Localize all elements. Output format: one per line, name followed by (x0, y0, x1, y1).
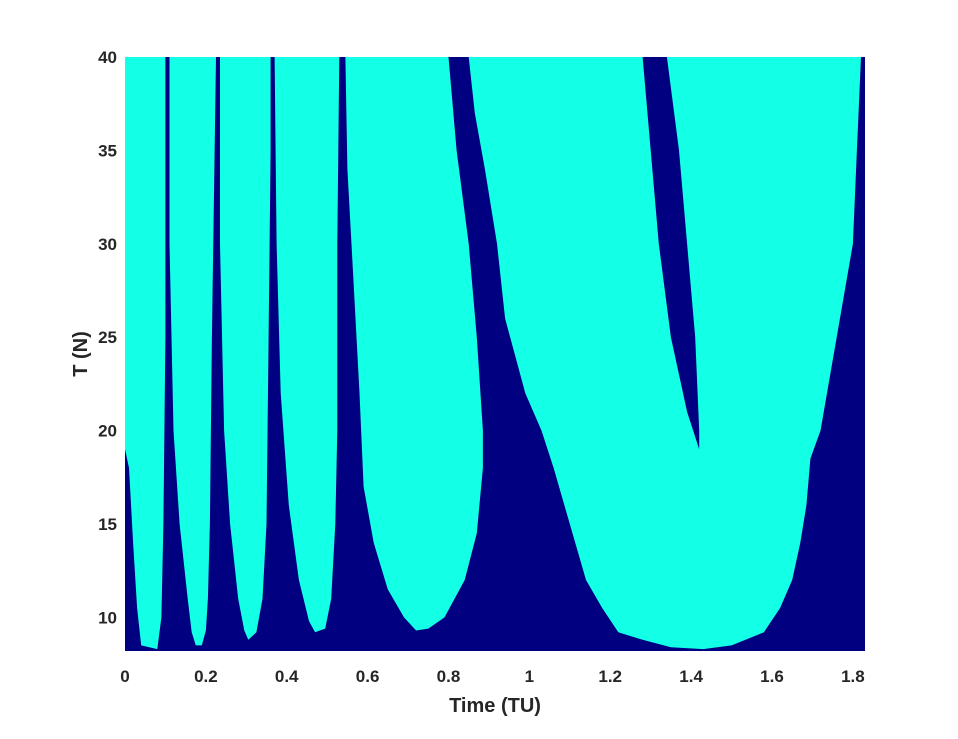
region-1 (125, 57, 166, 650)
x-tick-label: 1.2 (598, 667, 622, 686)
y-tick-label: 10 (98, 608, 117, 627)
x-tick-label: 1.6 (760, 667, 784, 686)
region-6 (468, 57, 861, 650)
hole-1 (642, 57, 700, 450)
x-tick-label: 0.4 (275, 667, 299, 686)
y-tick-label: 30 (98, 235, 117, 254)
y-tick-label: 20 (98, 422, 117, 441)
region-3 (220, 57, 271, 640)
x-tick-label: 0.6 (356, 667, 380, 686)
region-5 (345, 57, 483, 631)
region-2 (169, 57, 216, 646)
y-axis-label: T (N) (70, 331, 92, 377)
x-tick-label: 0.8 (437, 667, 461, 686)
y-tick-label: 15 (98, 515, 117, 534)
y-tick-label: 35 (98, 141, 117, 160)
regions-layer (125, 57, 861, 650)
x-tick-label: 1.8 (841, 667, 865, 686)
y-ticks: 10 15 20 25 30 35 40 (98, 48, 117, 627)
y-tick-label: 25 (98, 328, 117, 347)
y-tick-label: 40 (98, 48, 117, 67)
region-4 (274, 57, 340, 633)
x-ticks: 0 0.2 0.4 0.6 0.8 1 1.2 1.4 1.6 1.8 (120, 667, 864, 686)
x-tick-label: 0 (120, 667, 129, 686)
x-tick-label: 0.2 (194, 667, 218, 686)
x-tick-label: 1.4 (679, 667, 703, 686)
x-tick-label: 1 (525, 667, 534, 686)
x-axis-label: Time (TU) (449, 695, 541, 717)
